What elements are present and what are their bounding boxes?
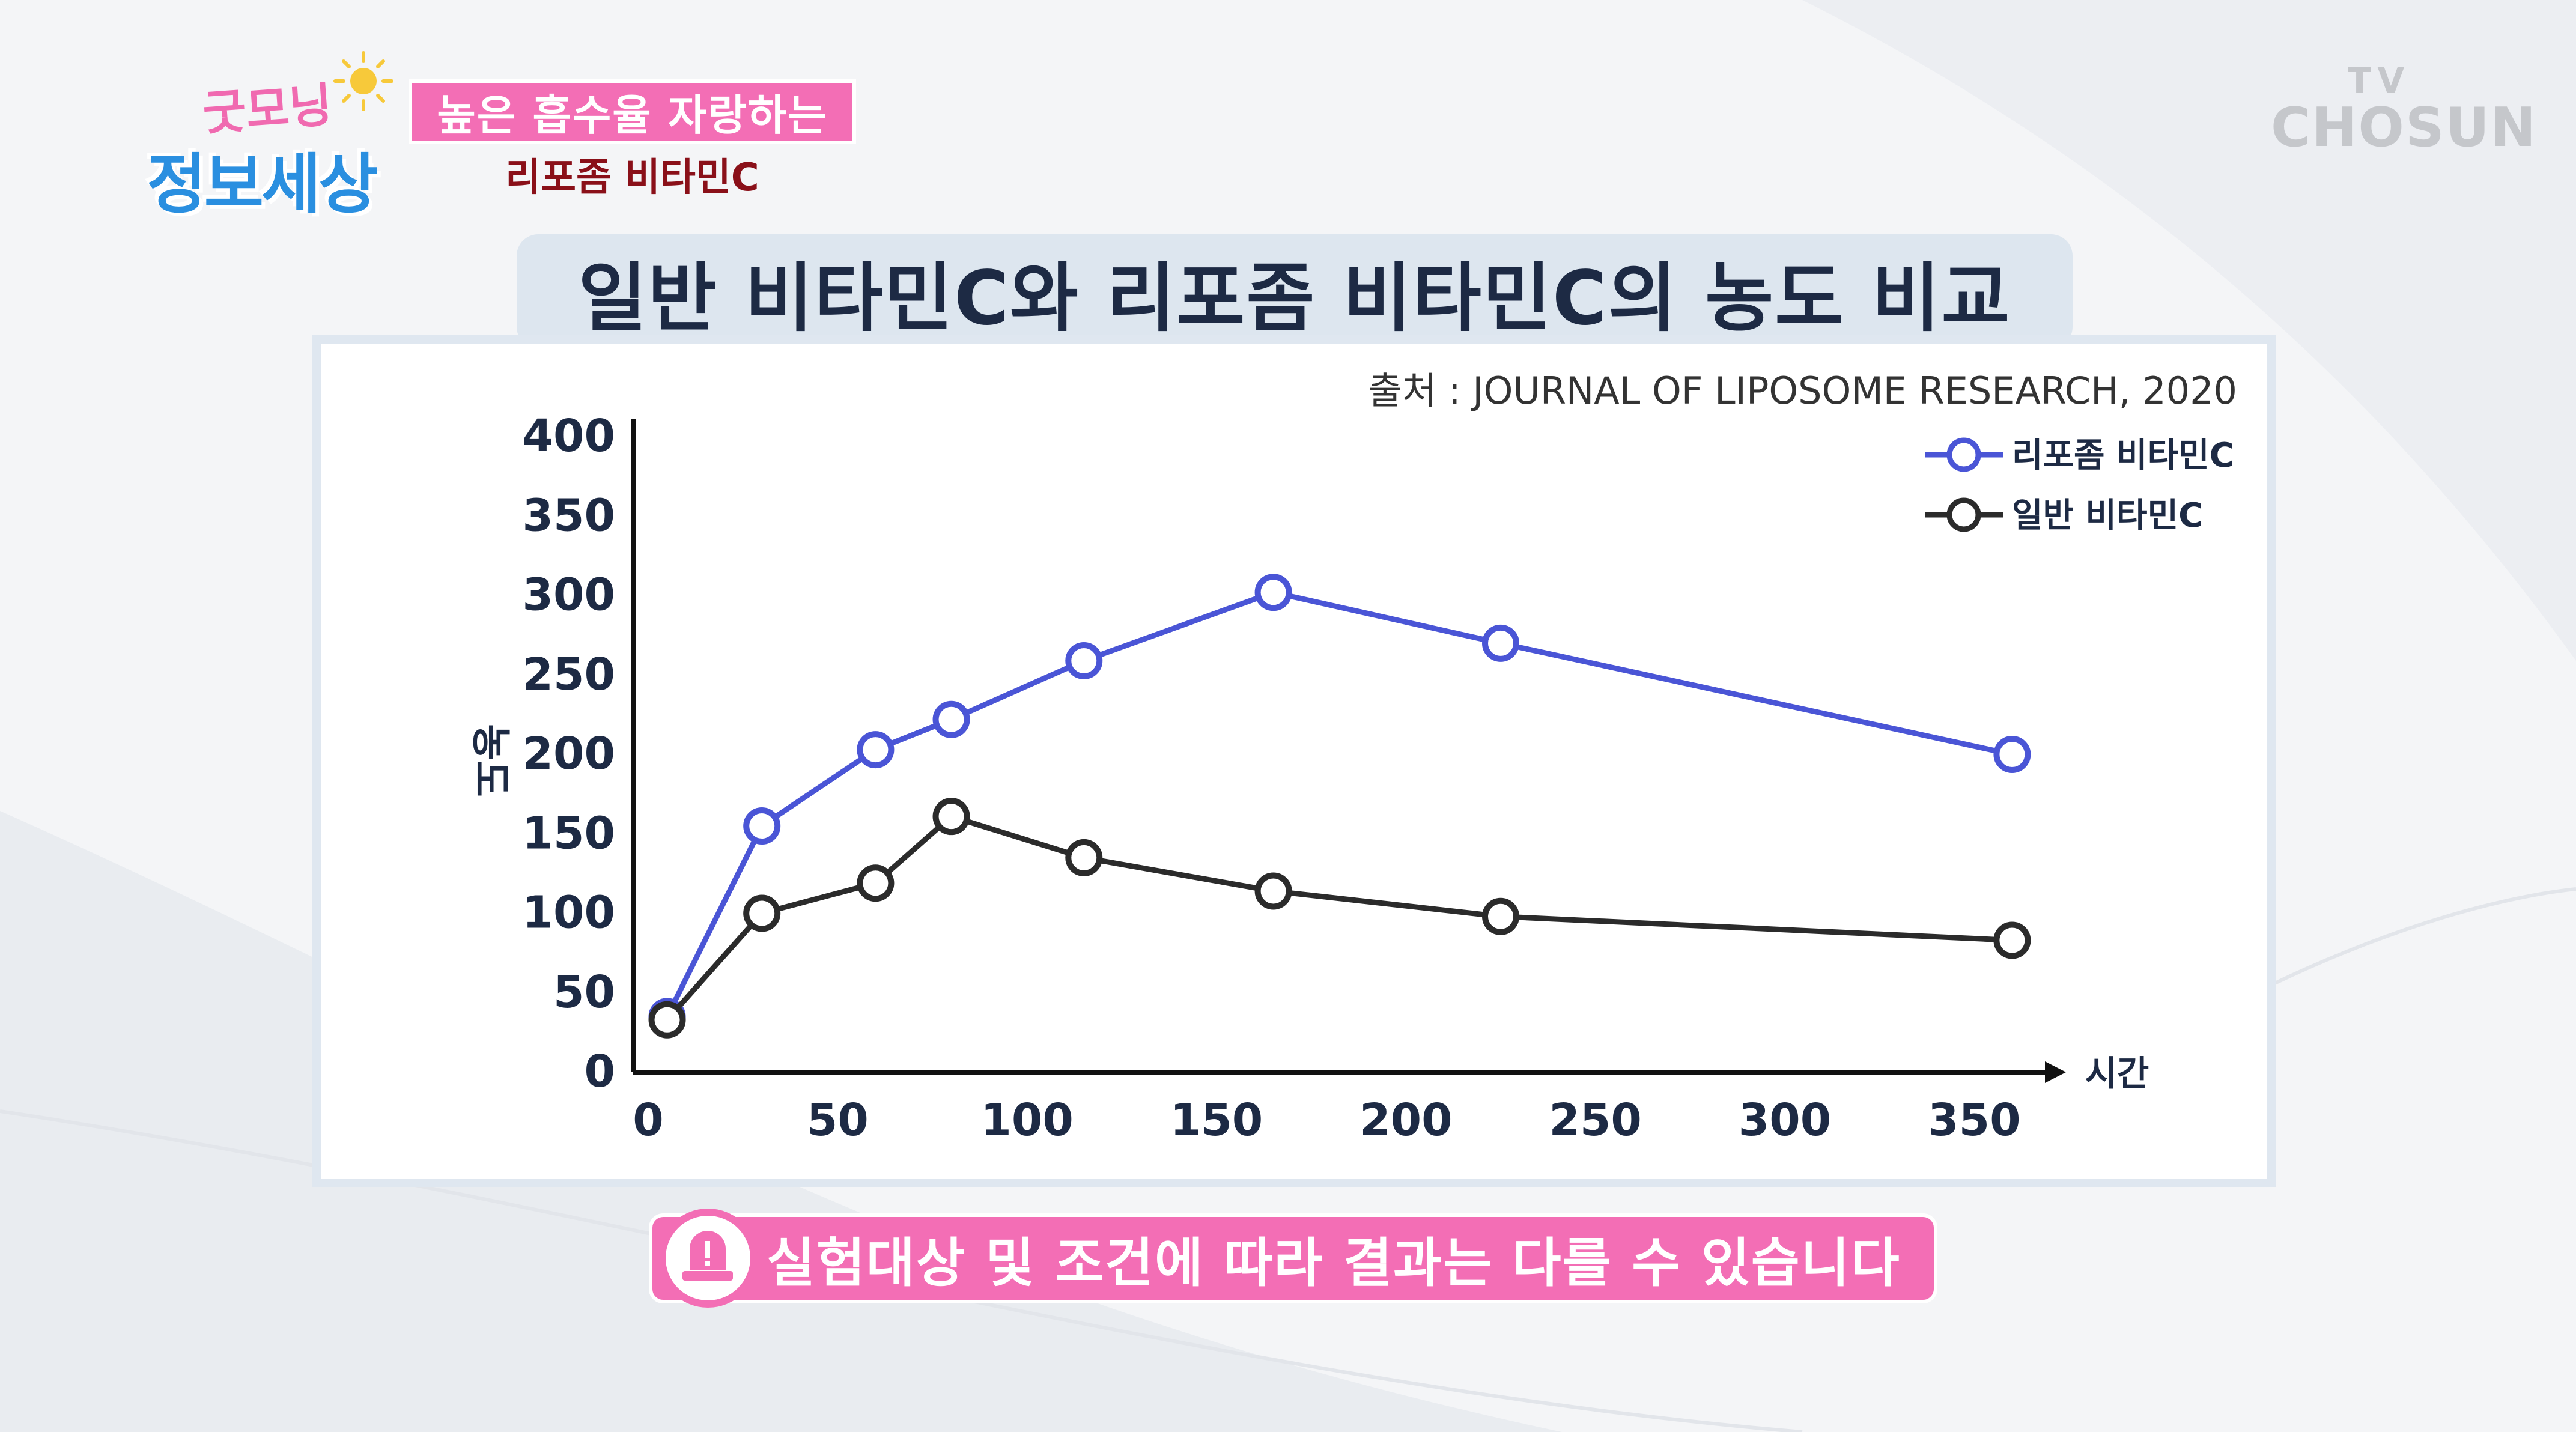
data-point	[1254, 574, 1292, 611]
y-tick-label: 150	[523, 807, 615, 859]
y-tick-label: 400	[523, 410, 615, 462]
y-tick-label: 200	[523, 728, 615, 780]
data-point	[648, 1001, 686, 1039]
chart-title: 일반 비타민C와 리포좀 비타민C의 농도 비교	[517, 234, 2073, 348]
caption-highlight: 높은 흡수율 자랑하는	[409, 79, 856, 144]
data-point	[1482, 897, 1519, 935]
x-tick-label: 100	[980, 1094, 1073, 1146]
legend-label: 일반 비타민C	[2012, 496, 2203, 535]
program-logo: 굿모닝 정보세상	[126, 42, 396, 222]
data-point	[857, 731, 895, 769]
y-tick-label: 350	[523, 490, 615, 541]
data-point	[857, 864, 895, 902]
y-axis-label: 농도	[467, 724, 514, 796]
x-tick-label: 250	[1549, 1094, 1641, 1146]
y-tick-label: 250	[523, 649, 615, 700]
logo-title: 정보세상	[147, 147, 378, 222]
x-tick-label: 150	[1170, 1094, 1263, 1146]
y-tick-label: 50	[553, 966, 615, 1018]
disclaimer-text: 실험대상 및 조건에 따라 결과는 다를 수 있습니다	[767, 1231, 1901, 1294]
disclaimer-banner: 실험대상 및 조건에 따라 결과는 다를 수 있습니다	[649, 1209, 1937, 1308]
series-line	[664, 589, 2013, 1018]
line-chart: 출처 : JOURNAL OF LIPOSOME RESEARCH, 2020 0…	[467, 369, 2237, 1146]
x-tick-label: 200	[1359, 1094, 1452, 1146]
y-tick-label: 100	[523, 887, 615, 939]
x-axis-arrow	[2045, 1061, 2066, 1083]
x-tick-label: 0	[633, 1094, 664, 1146]
x-tick-label: 300	[1739, 1094, 1831, 1146]
chart-card: 출처 : JOURNAL OF LIPOSOME RESEARCH, 2020 0…	[312, 335, 2276, 1187]
x-axis-label: 시간	[2085, 1053, 2149, 1094]
legend-marker	[1946, 437, 1981, 472]
data-point	[743, 894, 781, 932]
data-point	[932, 798, 970, 836]
legend-marker	[1946, 497, 1981, 532]
legend-label: 리포좀 비타민C	[2012, 436, 2234, 475]
warning-siren-icon	[658, 1209, 758, 1308]
chart-source: 출처 : JOURNAL OF LIPOSOME RESEARCH, 2020	[1368, 369, 2237, 413]
data-point	[932, 700, 970, 738]
watermark-channel: CHOSUN	[2271, 96, 2538, 159]
data-point	[1065, 839, 1103, 876]
watermark-tv: TV	[2347, 60, 2411, 101]
y-tick-label: 300	[523, 569, 615, 621]
data-point	[1065, 642, 1103, 679]
x-tick-label: 350	[1928, 1094, 2020, 1146]
data-point	[1993, 921, 2031, 959]
y-tick-label: 0	[585, 1046, 616, 1097]
data-point	[743, 807, 781, 845]
series-line	[665, 813, 2012, 1022]
x-tick-label: 50	[807, 1094, 869, 1146]
data-point	[1482, 624, 1519, 662]
sun-icon	[333, 51, 393, 111]
data-point	[1993, 736, 2031, 773]
data-point	[1254, 872, 1292, 910]
caption-subject: 리포좀 비타민C	[505, 156, 759, 200]
